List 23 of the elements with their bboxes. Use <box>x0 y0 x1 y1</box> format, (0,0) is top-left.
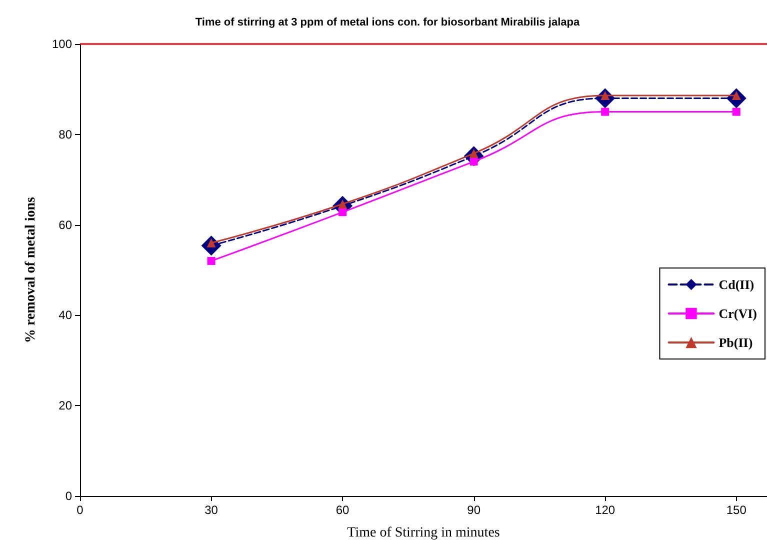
point <box>470 158 478 166</box>
x-axis-title: Time of Stirring in minutes <box>347 526 500 540</box>
point <box>732 108 740 116</box>
y-tick-label: 0 <box>65 489 72 503</box>
y-tick-label: 80 <box>58 127 72 142</box>
y-tick-label: 100 <box>52 37 72 51</box>
point <box>207 256 216 265</box>
chart-title: Time of stirring at 3 ppm of metal ions con. for biosorbant Mirabilis jalapa <box>195 16 580 28</box>
point <box>338 208 347 216</box>
legend-label: Cr(VI) <box>718 306 757 321</box>
y-tick-label: 20 <box>58 398 72 413</box>
x-tick-label: 30 <box>204 503 218 517</box>
y-tick-label: 40 <box>58 308 72 322</box>
x-tick-label: 0 <box>76 503 84 517</box>
point <box>601 108 610 116</box>
x-tick-label: 90 <box>467 503 481 517</box>
x-tick-label: 150 <box>726 503 747 517</box>
x-tick-label: 120 <box>595 503 616 517</box>
y-axis-title: % removal of metal ions <box>24 196 38 343</box>
x-tick-label: 60 <box>336 503 350 517</box>
legend-label: Cd(II) <box>718 277 754 292</box>
y-tick-label: 60 <box>58 218 72 232</box>
legend-label: Pb(II) <box>718 335 753 350</box>
